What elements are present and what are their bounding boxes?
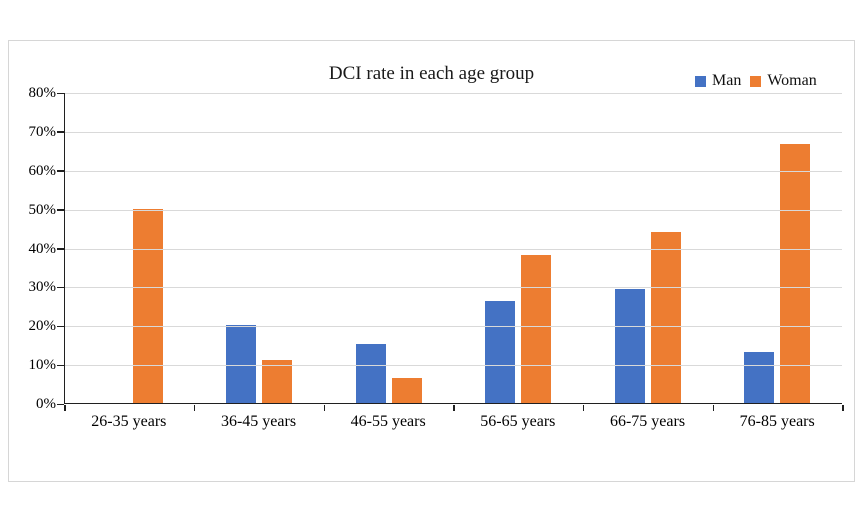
bar-woman-56-65-years — [521, 254, 552, 403]
bar-group-46-55-years — [324, 93, 454, 403]
chart-title: DCI rate in each age group — [328, 63, 535, 84]
gridline-70 — [65, 131, 842, 133]
x-axis-tick-6 — [842, 404, 844, 411]
x-axis-tick-5 — [712, 404, 715, 411]
bar-woman-76-85-years — [780, 143, 811, 403]
x-axis-label-46-55-years: 46-55 years — [350, 413, 426, 430]
y-axis-tick-10 — [57, 364, 64, 367]
bar-woman-66-75-years — [650, 231, 681, 403]
y-axis-label-0: 0% — [36, 396, 56, 412]
man-series-swatch — [695, 75, 706, 87]
bar-woman-36-45-years — [262, 359, 293, 403]
x-axis-tick-3 — [453, 404, 455, 411]
y-axis-label-40: 40% — [28, 240, 57, 257]
x-axis-label-26-35-years: 26-35 years — [91, 413, 167, 430]
x-axis-label-56-65-years: 56-65 years — [480, 413, 556, 430]
x-axis-label-36-45-years: 36-45 years — [220, 413, 297, 430]
bar-man-56-65-years — [485, 300, 516, 403]
bar-woman-26-35-years — [132, 208, 163, 403]
y-axis-tick-60 — [57, 170, 64, 172]
gridline-50 — [65, 209, 842, 211]
x-axis-tick-2 — [323, 404, 326, 411]
bar-group-26-35-years — [65, 93, 195, 403]
chart-panel: DCI rate in each age group Man Woman 0% 1… — [8, 40, 855, 482]
legend-item-man: Man — [695, 72, 741, 90]
bar-group-76-85-years — [713, 93, 843, 403]
woman-series-swatch — [750, 75, 762, 87]
y-axis-label-60: 60% — [28, 162, 57, 179]
bar-man-36-45-years — [226, 325, 257, 403]
bar-woman-46-55-years — [391, 377, 422, 403]
gridline-30 — [65, 287, 842, 289]
y-axis-label-30: 30% — [28, 279, 57, 296]
y-axis-tick-70 — [57, 131, 64, 133]
bar-groups — [65, 93, 842, 403]
gridline-80 — [65, 93, 842, 94]
bar-group-36-45-years — [195, 93, 325, 403]
legend-label-woman: Woman — [767, 72, 817, 89]
legend-label-man: Man — [712, 72, 742, 89]
chart-legend: Man Woman — [695, 72, 817, 90]
bar-group-56-65-years — [454, 93, 584, 403]
y-axis-label-80: 80% — [28, 85, 57, 101]
y-axis-tick-20 — [57, 325, 64, 328]
y-axis-label-10: 10% — [28, 357, 57, 374]
y-axis-tick-80 — [57, 92, 64, 94]
y-axis-tick-0 — [57, 403, 64, 405]
x-axis-labels: 26-35 years 36-45 years 46-55 years 56-65 y… — [64, 413, 842, 431]
bar-man-76-85-years — [744, 352, 775, 403]
y-axis-label-20: 20% — [28, 318, 57, 335]
y-axis-tick-30 — [57, 286, 64, 289]
y-axis-label-70: 70% — [28, 123, 57, 140]
bar-man-46-55-years — [355, 343, 386, 403]
x-axis-label-76-85-years: 76-85 years — [739, 413, 815, 430]
gridline-10 — [65, 365, 842, 367]
bar-group-66-75-years — [583, 93, 713, 403]
y-axis-tick-50 — [57, 209, 64, 211]
x-axis-tick-4 — [582, 404, 585, 411]
gridline-20 — [65, 326, 842, 328]
bar-man-66-75-years — [614, 288, 645, 403]
x-axis-label-66-75-years: 66-75 years — [609, 413, 686, 430]
legend-item-woman: Woman — [750, 72, 817, 90]
x-axis-tick-1 — [193, 404, 196, 411]
gridline-40 — [65, 248, 842, 250]
x-axis-tick-0 — [64, 404, 66, 411]
y-axis-label-50: 50% — [28, 201, 57, 218]
plot-area: 0% 10% 20% 30% 40% 50% 60% 70% 80% — [29, 85, 844, 412]
gridline-60 — [65, 170, 842, 172]
y-axis-tick-40 — [57, 248, 64, 250]
